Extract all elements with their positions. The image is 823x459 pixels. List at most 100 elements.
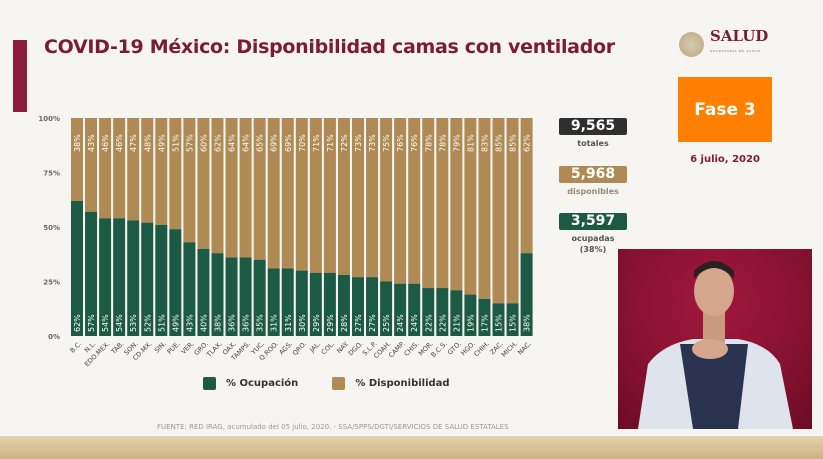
bar-ocupacion: [352, 277, 364, 336]
data-label-disponibilidad: 62%: [214, 134, 223, 152]
data-label-disponibilidad: 70%: [298, 134, 307, 152]
data-label-disponibilidad: 69%: [270, 134, 279, 152]
bar-disponibilidad: [436, 118, 449, 289]
data-label-ocupacion: 52%: [143, 314, 152, 332]
data-label-ocupacion: 57%: [87, 314, 96, 332]
bar-ocupacion: [422, 288, 435, 336]
bar-disponibilidad: [506, 118, 519, 304]
bar-ocupacion: [394, 283, 407, 336]
data-label-ocupacion: 62%: [73, 314, 82, 332]
x-tick-label: PUE.: [166, 340, 182, 356]
legend-item-ocupacion: % Ocupación: [203, 377, 298, 390]
data-label-ocupacion: 17%: [480, 314, 489, 332]
bar-disponibilidad: [352, 118, 364, 278]
data-label-ocupacion: 22%: [424, 314, 433, 332]
bar-disponibilidad: [211, 118, 224, 254]
data-label-ocupacion: 15%: [495, 314, 504, 332]
data-label-disponibilidad: 71%: [312, 134, 321, 152]
sign-language-interpreter-video: [618, 249, 812, 429]
data-label-ocupacion: 24%: [396, 314, 405, 332]
bar-ocupacion: [436, 288, 449, 336]
x-tick-label: MICH.: [500, 340, 519, 359]
bar-ocupacion: [71, 200, 83, 336]
y-tick-label: 75%: [43, 170, 60, 178]
bar-disponibilidad: [155, 118, 168, 225]
stat-value: 9,565: [559, 118, 627, 135]
bar-ocupacion: [520, 253, 533, 336]
legend-item-disponibilidad: % Disponibilidad: [332, 377, 450, 390]
bar-disponibilidad: [323, 118, 336, 273]
x-tick-label: TAB.: [109, 340, 126, 357]
bar-disponibilidad: [183, 118, 196, 243]
bar-ocupacion: [183, 242, 196, 336]
bar-disponibilidad: [225, 118, 238, 258]
stacked-bar-chart: 0%25%50%75%100%62%38%B.C.57%43%N.L.54%46…: [38, 115, 533, 368]
bar-disponibilidad: [366, 118, 379, 278]
data-label-ocupacion: 22%: [438, 314, 447, 332]
bar-ocupacion: [239, 257, 252, 336]
bar-ocupacion: [281, 268, 294, 336]
data-label-disponibilidad: 57%: [185, 134, 194, 152]
data-label-disponibilidad: 81%: [466, 134, 475, 152]
bar-ocupacion: [323, 272, 336, 336]
bar-ocupacion: [380, 281, 393, 336]
phase-badge: Fase 3: [678, 77, 772, 142]
bar-ocupacion: [155, 224, 168, 336]
bottom-band: [0, 436, 823, 459]
data-label-disponibilidad: 76%: [396, 134, 405, 152]
bar-disponibilidad: [85, 118, 98, 212]
legend-swatch: [332, 377, 346, 390]
x-tick-label: CHIS.: [403, 340, 421, 358]
data-label-ocupacion: 36%: [228, 314, 237, 332]
data-label-ocupacion: 38%: [523, 314, 532, 332]
data-label-ocupacion: 43%: [185, 314, 194, 332]
data-label-disponibilidad: 46%: [101, 134, 110, 152]
data-label-ocupacion: 21%: [452, 314, 461, 332]
bar-ocupacion: [295, 270, 308, 336]
bar-ocupacion: [309, 272, 322, 336]
y-tick-label: 50%: [43, 224, 60, 232]
data-label-disponibilidad: 78%: [438, 134, 447, 152]
bar-ocupacion: [197, 248, 210, 336]
bar-disponibilidad: [169, 118, 182, 230]
data-label-disponibilidad: 73%: [354, 134, 363, 152]
bar-ocupacion: [113, 218, 126, 336]
bar-ocupacion: [450, 290, 463, 336]
x-tick-label: CHIH.: [472, 340, 491, 359]
y-tick-label: 100%: [38, 115, 60, 123]
stat-disponibles: 5,968 disponibles: [559, 166, 627, 197]
bar-ocupacion: [267, 268, 280, 336]
y-tick-label: 0%: [48, 333, 60, 341]
stat-label: totales: [577, 139, 609, 148]
data-label-disponibilidad: 71%: [326, 134, 335, 152]
bar-disponibilidad: [239, 118, 252, 258]
data-label-disponibilidad: 76%: [410, 134, 419, 152]
data-label-ocupacion: 30%: [298, 314, 307, 332]
data-label-ocupacion: 25%: [382, 314, 391, 332]
bar-disponibilidad: [337, 118, 350, 275]
bar-ocupacion: [464, 294, 477, 336]
bar-disponibilidad: [113, 118, 126, 219]
bar-ocupacion: [506, 303, 519, 336]
bar-disponibilidad: [492, 118, 505, 304]
source-note: FUENTE: RED IRAG, acumulado del 05 julio…: [157, 423, 509, 431]
data-label-disponibilidad: 75%: [382, 134, 391, 152]
data-label-disponibilidad: 48%: [143, 134, 152, 152]
x-tick-label: JAL.: [307, 340, 322, 355]
data-label-disponibilidad: 78%: [424, 134, 433, 152]
data-label-ocupacion: 15%: [509, 314, 518, 332]
x-tick-label: DGO.: [347, 340, 365, 358]
page-title: COVID-19 México: Disponibilidad camas co…: [44, 36, 615, 58]
bar-disponibilidad: [478, 118, 491, 299]
salud-logo: SALUD SECRETARÍA DE SALUD: [679, 29, 768, 59]
data-label-ocupacion: 54%: [115, 314, 124, 332]
x-tick-label: B.C.: [68, 340, 83, 355]
data-label-ocupacion: 28%: [340, 314, 349, 332]
data-label-disponibilidad: 62%: [523, 134, 532, 152]
bar-ocupacion: [492, 303, 505, 336]
stat-totales: 9,565 totales: [559, 118, 627, 149]
x-tick-label: CAMP.: [387, 340, 407, 360]
bar-disponibilidad: [394, 118, 407, 284]
interpreter-figure: [638, 261, 793, 429]
bar-disponibilidad: [197, 118, 210, 249]
